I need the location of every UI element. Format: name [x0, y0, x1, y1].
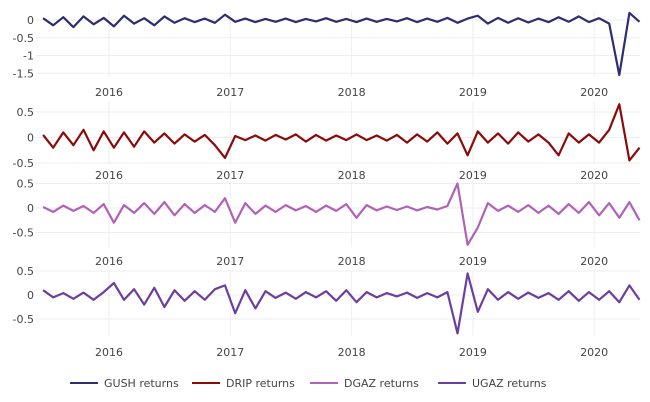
x-tick-label: 2016	[95, 255, 123, 268]
y-tick-label: -0.5	[13, 227, 34, 240]
x-tick-label: 2020	[580, 86, 608, 99]
x-tick-label: 2019	[459, 255, 487, 268]
x-tick-label: 2017	[216, 169, 244, 182]
y-tick-label: -1.5	[13, 67, 34, 80]
y-tick-label: -0.5	[13, 313, 34, 326]
series-line-drip	[42, 103, 641, 162]
x-tick-label: 2016	[95, 346, 123, 359]
y-tick-label: 0	[27, 132, 34, 145]
x-tick-label: 2016	[95, 169, 123, 182]
y-tick-label: 0	[27, 202, 34, 215]
y-tick-label: -0.5	[13, 157, 34, 170]
legend-label: DRIP returns	[226, 377, 295, 390]
x-tick-label: 2020	[580, 346, 608, 359]
x-tick-label: 2020	[580, 169, 608, 182]
legend-label: GUSH returns	[104, 377, 179, 390]
y-tick-label: 0	[27, 289, 34, 302]
y-tick-label: 0.5	[17, 178, 35, 191]
y-tick-label: -1	[23, 50, 34, 63]
x-tick-label: 2017	[216, 86, 244, 99]
x-tick-label: 2019	[459, 346, 487, 359]
x-tick-label: 2016	[95, 86, 123, 99]
x-tick-label: 2018	[338, 169, 366, 182]
x-tick-label: 2018	[338, 346, 366, 359]
x-tick-label: 2018	[338, 86, 366, 99]
y-tick-label: 0.5	[17, 106, 35, 119]
series-line-gush	[42, 11, 641, 77]
x-tick-label: 2020	[580, 255, 608, 268]
series-line-dgaz	[42, 182, 641, 246]
x-tick-label: 2019	[459, 86, 487, 99]
x-tick-label: 2017	[216, 255, 244, 268]
x-tick-label: 2019	[459, 169, 487, 182]
x-tick-label: 2017	[216, 346, 244, 359]
y-tick-label: 0.5	[17, 265, 35, 278]
legend-label: DGAZ returns	[344, 377, 419, 390]
x-tick-label: 2018	[338, 255, 366, 268]
y-tick-label: -0.5	[13, 32, 34, 45]
y-tick-label: 0	[27, 14, 34, 27]
series-line-ugaz	[42, 272, 641, 335]
legend-label: UGAZ returns	[472, 377, 547, 390]
